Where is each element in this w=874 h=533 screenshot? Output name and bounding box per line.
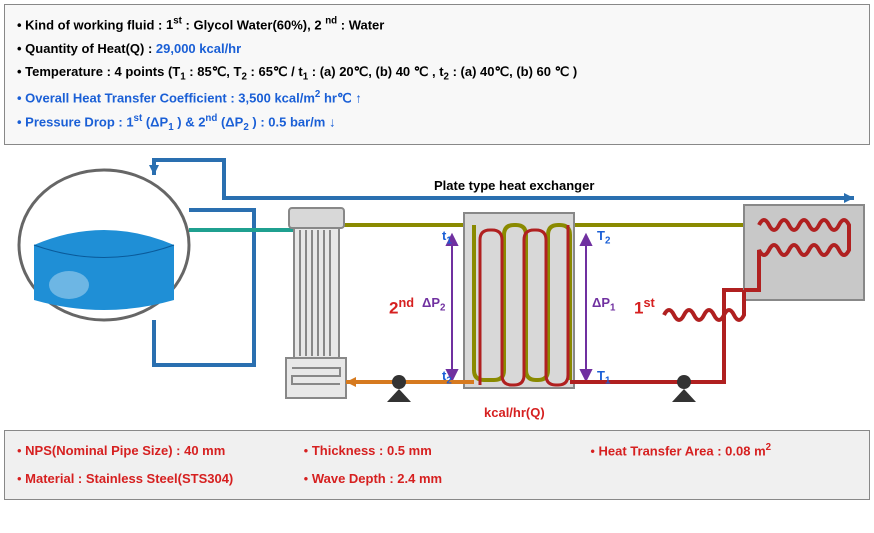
heat-value: 29,000 kcal/hr [156, 41, 241, 56]
fluid-label: Kind of working fluid : [25, 17, 166, 32]
info-fluid: • Kind of working fluid : 1st : Glycol W… [17, 13, 857, 37]
info-box: • Kind of working fluid : 1st : Glycol W… [4, 4, 870, 145]
heat-exchanger [464, 213, 574, 388]
pump-2 [387, 375, 411, 402]
pump-1 [672, 375, 696, 402]
tank [19, 170, 189, 320]
info-pdrop: • Pressure Drop : 1st (ΔP1 ) & 2nd (ΔP2 … [17, 110, 857, 136]
spec-hta: • Heat Transfer Area : 0.08 m2 [590, 439, 857, 463]
info-ohtc: • Overall Heat Transfer Coefficient : 3,… [17, 86, 857, 110]
pipe-orange [346, 377, 474, 387]
label-t2: t2 [442, 368, 452, 387]
label-t1: t1 [442, 228, 452, 247]
info-heat: • Quantity of Heat(Q) : 29,000 kcal/hr [17, 37, 857, 60]
spec-material: • Material : Stainless Steel(STS304) [17, 467, 284, 490]
spec-box: • NPS(Nominal Pipe Size) : 40 mm • Thick… [4, 430, 870, 499]
label-T2: T2 [597, 228, 610, 247]
diagram: Plate type heat exchanger 2nd 1st ΔP2 ΔP… [4, 150, 870, 425]
label-heat-q: kcal/hr(Q) [484, 405, 545, 420]
spec-nps: • NPS(Nominal Pipe Size) : 40 mm [17, 439, 284, 463]
spec-thickness: • Thickness : 0.5 mm [304, 439, 571, 463]
label-dp2: ΔP2 [422, 295, 445, 314]
label-2nd: 2nd [389, 295, 414, 319]
label-1st: 1st [634, 295, 655, 319]
label-dp1: ΔP1 [592, 295, 615, 314]
diagram-title: Plate type heat exchanger [434, 178, 594, 193]
heat-sink [664, 205, 864, 320]
spec-wave: • Wave Depth : 2.4 mm [304, 467, 571, 490]
label-T1: T1 [597, 368, 610, 387]
condenser-unit [286, 208, 346, 398]
info-temperature: • Temperature : 4 points (T1 : 85℃, T2 :… [17, 60, 857, 86]
